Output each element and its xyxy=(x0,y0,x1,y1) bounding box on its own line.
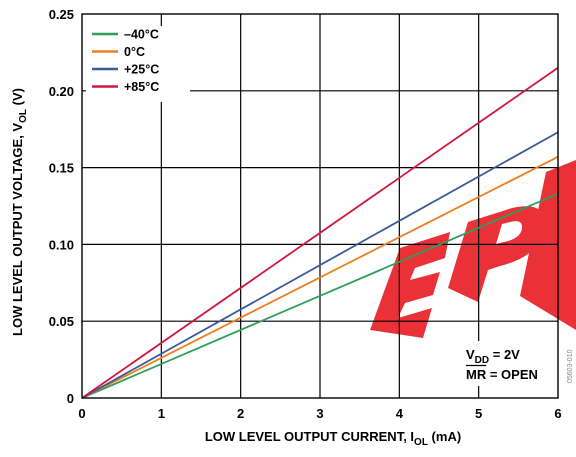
vdd-condition: VDD = 2V xyxy=(466,347,520,366)
x-tick-label: 0 xyxy=(78,406,85,421)
series-line-1 xyxy=(81,156,559,399)
x-tick-label: 4 xyxy=(396,406,404,421)
y-tick-label: 0.05 xyxy=(49,314,74,329)
y-axis-title: LOW LEVEL OUTPUT VOLTAGE, VOL (V) xyxy=(10,88,29,336)
conditions-annotation: VDD = 2V MR = OPEN xyxy=(458,341,552,386)
y-tick-labels: 0 0.05 0.10 0.15 0.20 0.25 xyxy=(49,7,74,406)
legend-label: 0°C xyxy=(124,45,145,59)
mr-condition: MR = OPEN xyxy=(466,367,538,382)
legend: –40°C 0°C +25°C +85°C xyxy=(86,26,190,102)
y-tick-label: 0 xyxy=(67,391,74,406)
x-tick-label: 1 xyxy=(158,406,165,421)
plot-frame xyxy=(81,13,559,399)
x-tick-labels: 0 1 2 3 4 5 6 xyxy=(78,406,561,421)
figure-id: 05603-010 xyxy=(567,349,574,383)
legend-background xyxy=(86,26,190,102)
x-tick-label: 3 xyxy=(316,406,323,421)
legend-label: –40°C xyxy=(124,28,159,42)
y-tick-label: 0.15 xyxy=(49,161,74,176)
x-tick-label: 5 xyxy=(475,406,482,421)
x-tick-label: 6 xyxy=(554,406,561,421)
conditions-background xyxy=(458,341,552,386)
y-tick-label: 0.10 xyxy=(49,237,74,252)
watermark xyxy=(370,160,576,338)
grid xyxy=(82,14,558,398)
x-tick-label: 2 xyxy=(237,406,244,421)
series-line-0 xyxy=(81,192,559,399)
y-tick-label: 0.20 xyxy=(49,84,74,99)
series-line-2 xyxy=(81,131,559,399)
series-lines xyxy=(81,67,559,399)
legend-label: +25°C xyxy=(124,63,159,77)
series-line-3 xyxy=(81,67,559,399)
legend-label: +85°C xyxy=(124,80,159,94)
y-tick-label: 0.25 xyxy=(49,7,74,22)
x-axis-title: LOW LEVEL OUTPUT CURRENT, IOL (mA) xyxy=(205,429,461,448)
